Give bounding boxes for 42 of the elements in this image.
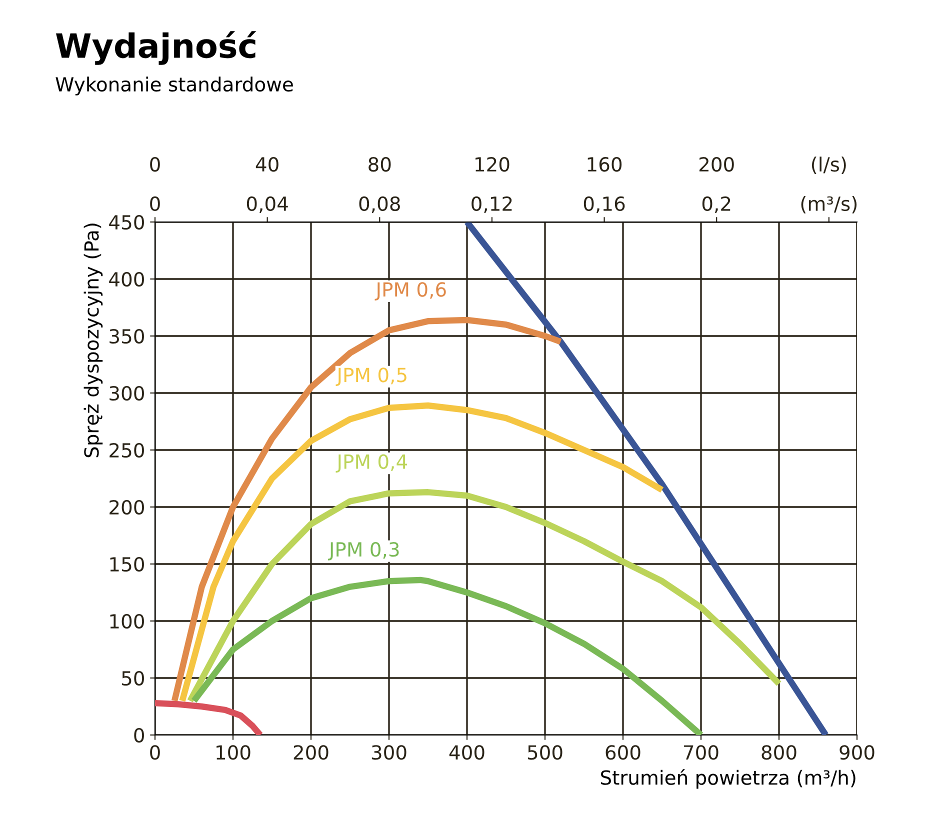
y-tick-label: 50 — [122, 670, 144, 686]
x-tick-label: 400 — [449, 745, 484, 760]
chart-subtitle: Wykonanie standardowe — [56, 76, 293, 96]
y-tick-label: 350 — [110, 328, 144, 344]
x-tick-label: 0 — [150, 745, 160, 760]
x-tick-label: 600 — [606, 745, 640, 760]
x2-tick-label: 0 — [150, 156, 160, 172]
text: 0,04 — [246, 196, 288, 214]
x-tick-label: 700 — [684, 745, 718, 760]
x-axis-title: Strumień powietrza (m³/h) — [600, 769, 856, 789]
y-tick-label: 250 — [110, 442, 144, 458]
y-tick-label: 200 — [110, 500, 144, 515]
x-tick-label: 200 — [294, 745, 328, 760]
text: 0,12 — [472, 196, 512, 214]
x-tick-label: 300 — [372, 745, 406, 760]
y-tick-label: 300 — [110, 386, 144, 401]
x2-tick-label: 160 — [588, 156, 622, 172]
series-label: JPM 0,6 — [374, 282, 446, 300]
series-label: JPM 0,3 — [328, 542, 399, 560]
x-tick-label: 500 — [528, 745, 562, 760]
chart-title: Wydajność — [56, 31, 256, 65]
x-tick-label: 100 — [216, 745, 250, 760]
x2-tick-label: (l/s) — [812, 156, 846, 174]
x-tick-label: 800 — [762, 745, 796, 760]
y-tick-label: 100 — [110, 614, 144, 629]
y-tick-label: 450 — [109, 214, 144, 230]
series-label: JPM 0,5 — [336, 368, 406, 386]
y-axis-title: Spręż dyspozycyjny (Pa) — [84, 224, 103, 458]
series-label: JPM 0,4 — [336, 454, 408, 473]
text: (m³/s) — [801, 196, 857, 214]
x-tick-label: 900 — [840, 745, 874, 760]
text: 0,16 — [584, 196, 625, 214]
y-tick-label: 400 — [109, 272, 144, 287]
text: 0,08 — [359, 196, 400, 214]
x2-tick-label: 120 — [476, 156, 510, 172]
x2-tick-label: 40 — [256, 156, 278, 172]
text: 0 — [150, 196, 160, 212]
y-tick-label: 0 — [134, 728, 144, 743]
x2-tick-label: 200 — [699, 156, 734, 172]
text: 0,2 — [702, 196, 730, 214]
x2-tick-label: 80 — [368, 156, 391, 172]
y-tick-label: 150 — [110, 556, 144, 572]
